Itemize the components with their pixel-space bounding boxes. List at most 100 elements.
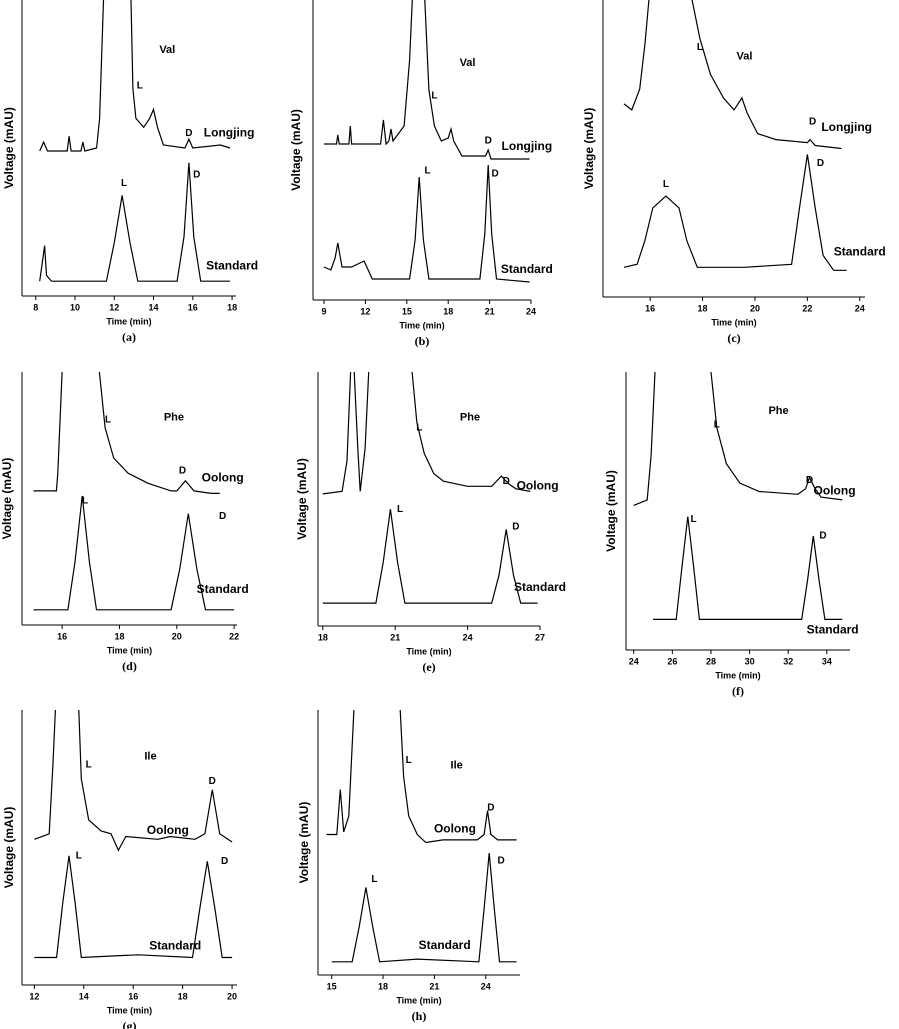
x-tick-label: 16 [188, 302, 198, 312]
annotation: D [492, 169, 499, 180]
x-tick-label: 18 [698, 303, 708, 313]
x-tick-label: 18 [443, 306, 453, 316]
annotation: L [691, 514, 697, 525]
x-tick-label: 21 [429, 981, 439, 991]
trace-label: Oolong [202, 470, 244, 484]
annotation: D [193, 169, 200, 180]
trace [322, 509, 538, 604]
trace [653, 516, 843, 620]
panel-caption: (c) [727, 331, 740, 345]
panel-caption: (f) [732, 684, 744, 698]
trace [39, 162, 231, 282]
annotation: L [76, 850, 82, 861]
annotation: D [179, 465, 186, 476]
trace-label: Longjing [204, 125, 255, 139]
trace-label: Standard [807, 623, 859, 637]
x-axis-label: Time (min) [711, 317, 756, 327]
trace-label: Standard [514, 580, 566, 594]
x-tick-label: 15 [402, 306, 412, 316]
x-axis-label: Time (min) [399, 320, 444, 330]
x-tick-label: 8 [33, 302, 38, 312]
annotation: D [221, 856, 228, 867]
trace [326, 709, 517, 844]
x-tick-label: 14 [149, 302, 159, 312]
x-tick-label: 24 [481, 981, 491, 991]
x-tick-label: 22 [802, 303, 812, 313]
x-tick-label: 14 [79, 991, 89, 1001]
trace-label: Standard [206, 259, 258, 273]
trace [34, 709, 233, 852]
x-tick-label: 18 [227, 302, 237, 312]
panel-caption: (a) [122, 330, 136, 344]
annotation: Val [460, 57, 476, 69]
annotation: D [487, 803, 494, 814]
trace [33, 371, 220, 494]
y-axis-label: Voltage (mAU) [604, 470, 618, 552]
annotation: Val [159, 44, 175, 56]
trace [623, 0, 842, 150]
y-axis-label: Voltage (mAU) [2, 807, 16, 889]
trace [322, 371, 531, 495]
x-tick-label: 32 [783, 656, 793, 666]
trace [33, 495, 235, 611]
annotation: L [424, 166, 430, 177]
annotation: L [431, 91, 437, 102]
x-tick-label: 20 [227, 991, 237, 1001]
trace [331, 853, 517, 963]
annotation: L [406, 755, 412, 766]
annotation: D [485, 136, 492, 147]
x-tick-label: 18 [114, 631, 124, 641]
x-tick-label: 34 [822, 656, 832, 666]
annotation: D [209, 776, 216, 787]
y-axis-label: Voltage (mAU) [0, 458, 14, 540]
x-tick-label: 9 [322, 306, 327, 316]
trace-label: Longjing [821, 120, 872, 134]
x-tick-label: 30 [745, 656, 755, 666]
x-tick-label: 12 [29, 991, 39, 1001]
trace-label: Standard [834, 245, 886, 259]
x-tick-label: 28 [706, 656, 716, 666]
x-tick-label: 12 [360, 306, 370, 316]
x-tick-label: 21 [390, 632, 400, 642]
trace-label: Standard [149, 939, 201, 953]
x-axis-label: Time (min) [106, 316, 151, 326]
annotation: D [498, 856, 505, 867]
x-tick-label: 18 [378, 981, 388, 991]
annotation: Phe [460, 412, 480, 424]
x-tick-label: 10 [70, 302, 80, 312]
x-tick-label: 24 [629, 656, 639, 666]
annotation: Ile [144, 751, 156, 763]
y-axis-label: Voltage (mAU) [2, 107, 16, 189]
trace-label: Oolong [147, 823, 189, 837]
x-tick-label: 27 [535, 632, 545, 642]
trace-label: Longjing [502, 139, 553, 153]
x-tick-label: 20 [172, 631, 182, 641]
x-tick-label: 16 [645, 303, 655, 313]
annotation: Val [737, 50, 753, 62]
trace [34, 855, 233, 959]
x-tick-label: 16 [57, 631, 67, 641]
x-tick-label: 22 [229, 631, 239, 641]
y-axis-label: Voltage (mAU) [582, 108, 596, 190]
annotation: L [105, 415, 111, 426]
annotation: L [121, 178, 127, 189]
y-axis-label: Voltage (mAU) [295, 458, 309, 540]
x-tick-label: 26 [667, 656, 677, 666]
annotation: L [86, 760, 92, 771]
panel-caption: (e) [422, 660, 435, 674]
annotation: L [697, 42, 703, 53]
annotation: D [817, 158, 824, 169]
annotation: Ile [451, 760, 463, 772]
x-tick-label: 24 [855, 303, 865, 313]
trace-label: Standard [501, 262, 553, 276]
x-tick-label: 15 [327, 981, 337, 991]
annotation: L [714, 419, 720, 430]
x-axis-label: Time (min) [406, 646, 451, 656]
x-axis-label: Time (min) [715, 670, 760, 680]
x-tick-label: 24 [463, 632, 473, 642]
annotation: Phe [768, 405, 788, 417]
x-tick-label: 18 [178, 991, 188, 1001]
y-axis-label: Voltage (mAU) [289, 109, 303, 191]
panel-caption: (g) [123, 1019, 137, 1029]
